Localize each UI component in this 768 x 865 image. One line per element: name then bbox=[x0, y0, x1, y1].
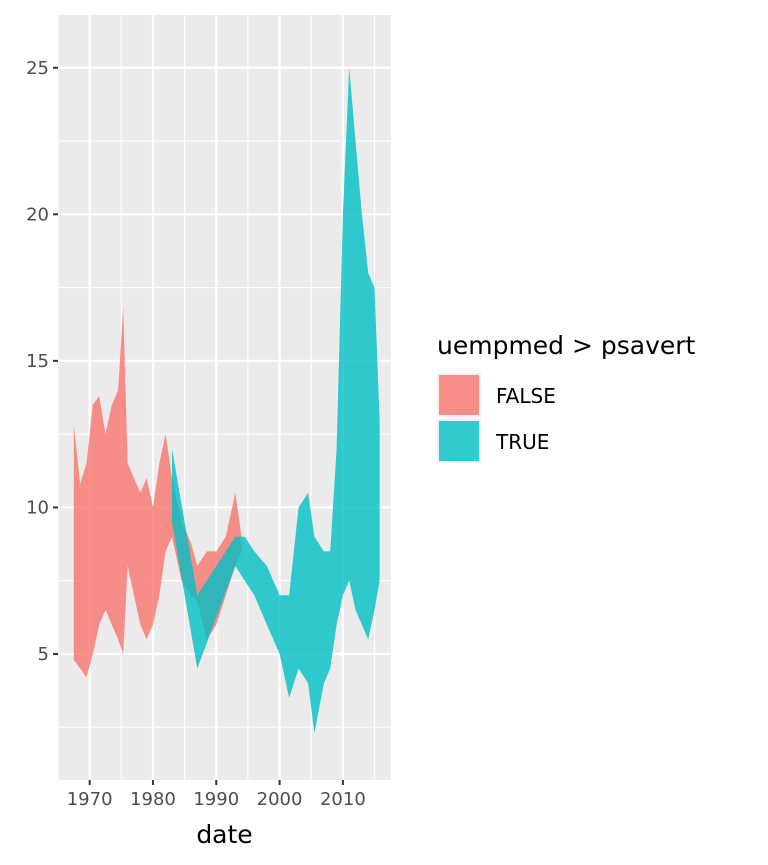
legend-label-false: FALSE bbox=[496, 384, 556, 408]
y-tick-label: 15 bbox=[26, 351, 49, 372]
x-axis: 1970 1980 1990 2000 2010 bbox=[67, 780, 366, 810]
y-tick-label: 10 bbox=[26, 497, 49, 518]
y-tick-label: 25 bbox=[26, 58, 49, 79]
plot-panel bbox=[58, 15, 391, 780]
ribbon-false bbox=[73, 308, 242, 678]
legend-swatch-true-fill bbox=[439, 421, 479, 461]
y-tick-label: 5 bbox=[38, 644, 49, 665]
x-tick-label: 1980 bbox=[130, 789, 176, 810]
legend-swatch-false-fill bbox=[439, 375, 479, 415]
legend-label-true: TRUE bbox=[495, 430, 549, 454]
legend-title: uempmed > psavert bbox=[437, 331, 696, 360]
series-layer bbox=[73, 67, 380, 734]
ribbon-true bbox=[172, 67, 380, 734]
x-axis-title: date bbox=[196, 820, 252, 849]
x-tick-label: 2000 bbox=[257, 789, 303, 810]
x-tick-label: 1970 bbox=[67, 789, 113, 810]
y-axis: 5 10 15 20 25 bbox=[26, 58, 58, 665]
legend: uempmed > psavert FALSE TRUE bbox=[437, 331, 696, 463]
y-tick-label: 20 bbox=[26, 204, 49, 225]
x-tick-label: 2010 bbox=[320, 789, 366, 810]
x-tick-label: 1990 bbox=[193, 789, 239, 810]
